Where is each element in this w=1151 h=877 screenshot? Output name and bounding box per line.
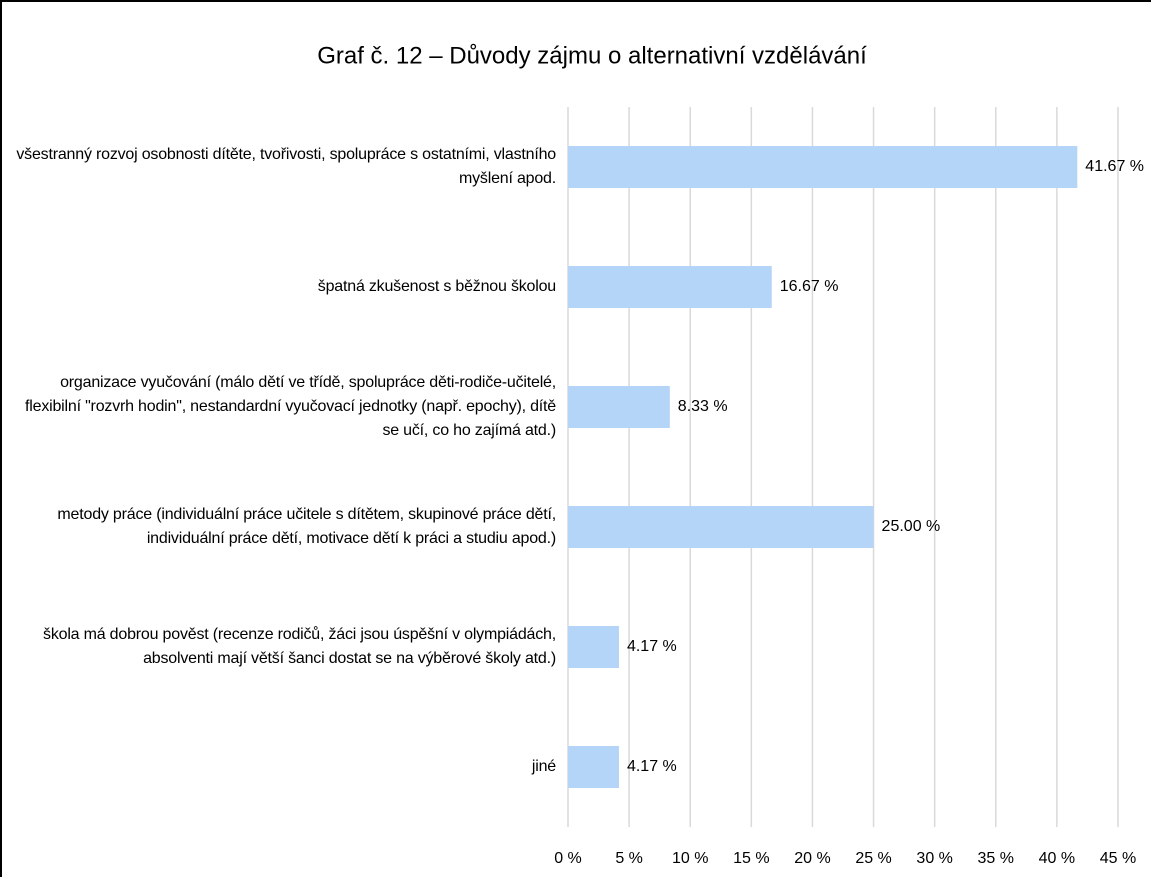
bar (568, 386, 670, 428)
x-tick-label: 35 % (978, 850, 1014, 867)
x-tick-label: 45 % (1100, 850, 1136, 867)
category-label: všestranný rozvoj osobnosti dítěte, tvoř… (16, 146, 556, 187)
value-label: 25.00 % (882, 518, 941, 535)
x-tick-label: 15 % (733, 850, 769, 867)
bar (568, 266, 772, 308)
value-label: 16.67 % (780, 278, 839, 295)
x-tick-label: 0 % (554, 850, 582, 867)
bar (568, 626, 619, 668)
value-label: 41.67 % (1085, 158, 1144, 175)
category-label: jiné (531, 758, 556, 775)
bar (568, 506, 874, 548)
value-label: 4.17 % (627, 638, 677, 655)
bar (568, 746, 619, 788)
category-label: metody práce (individuální práce učitele… (57, 506, 556, 547)
chart-title: Graf č. 12 – Důvody zájmu o alternativní… (317, 42, 867, 69)
value-label: 8.33 % (678, 398, 728, 415)
category-label: škola má dobrou pověst (recenze rodičů, … (43, 626, 556, 667)
x-tick-label: 25 % (855, 850, 891, 867)
x-tick-label: 40 % (1039, 850, 1075, 867)
x-tick-label: 30 % (916, 850, 952, 867)
bar (568, 146, 1078, 188)
x-tick-label: 5 % (615, 850, 643, 867)
category-label: špatná zkušenost s běžnou školou (317, 278, 556, 295)
x-tick-label: 20 % (794, 850, 830, 867)
x-tick-label: 10 % (672, 850, 708, 867)
category-label: organizace vyučování (málo dětí ve třídě… (25, 374, 556, 439)
value-label: 4.17 % (627, 758, 677, 775)
